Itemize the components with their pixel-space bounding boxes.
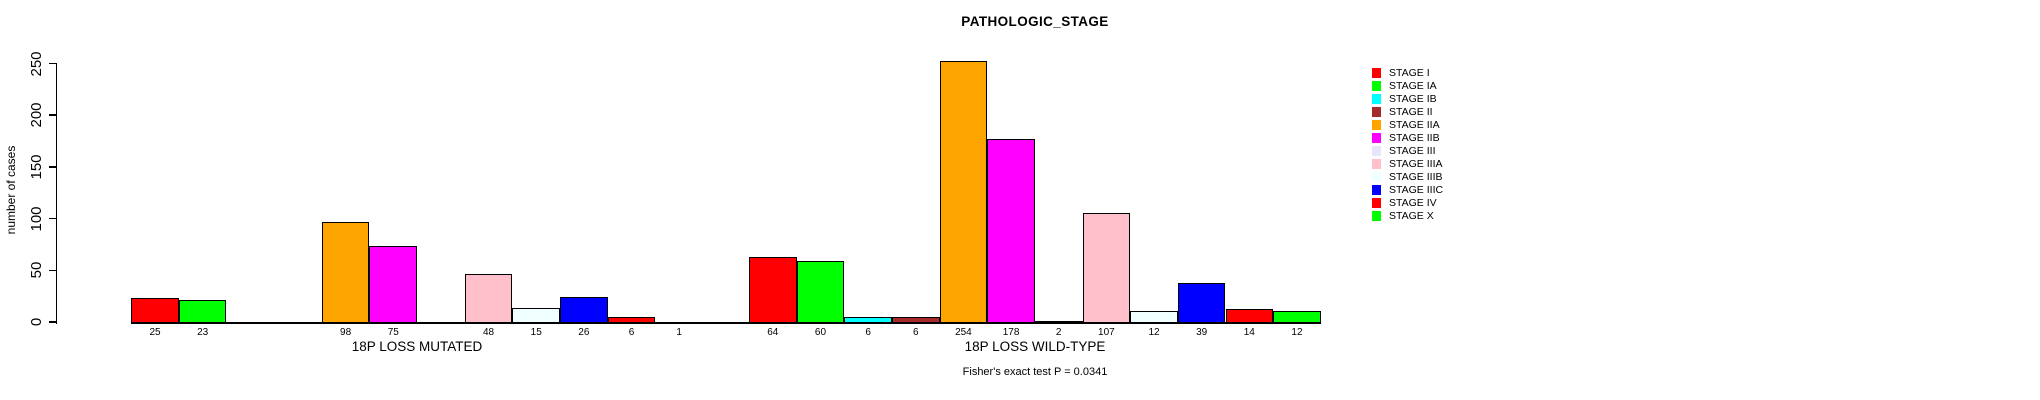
legend-swatch: [1371, 211, 1382, 221]
bar-value-label: 12: [1291, 327, 1303, 338]
bar-stage-iv: [607, 317, 656, 324]
bar-stage-iiia: [1082, 212, 1131, 324]
bar-value-label: 39: [1196, 327, 1208, 338]
bar-value-label: 25: [149, 327, 161, 338]
bar-value-label: 6: [865, 327, 871, 338]
legend-label: STAGE IB: [1389, 92, 1437, 105]
legend-swatch: [1371, 120, 1382, 130]
bar-stage-iia: [939, 60, 988, 324]
bar-value-label: 14: [1243, 327, 1255, 338]
bar-value-label: 64: [767, 327, 779, 338]
y-axis-label: number of cases: [4, 145, 18, 235]
y-axis-tick: [48, 166, 57, 168]
legend-swatch: [1371, 146, 1382, 156]
bar-value-label: 75: [387, 327, 399, 338]
y-axis-tick-label: 100: [28, 206, 45, 232]
bar-stage-x: [655, 321, 703, 324]
bar-value-label: 178: [1002, 327, 1020, 338]
bar-stage-iiia: [464, 273, 513, 324]
bar-value-label: 2: [1055, 327, 1062, 338]
legend-swatch: [1371, 172, 1382, 182]
legend-label: STAGE III: [1389, 144, 1436, 157]
bar-stage-i: [749, 257, 797, 324]
bar-value-label: 60: [814, 327, 827, 338]
bar-stage-iib: [987, 139, 1035, 324]
legend-swatch: [1371, 198, 1382, 208]
bar-value-label: 26: [578, 327, 590, 338]
y-axis-tick: [48, 62, 57, 65]
legend-label: STAGE IIIA: [1389, 157, 1443, 170]
bar-stage-i: [131, 297, 179, 324]
y-axis-tick-label: 150: [28, 154, 45, 180]
legend-label: STAGE I: [1389, 66, 1430, 79]
bar-stage-x: [1273, 311, 1321, 324]
bar-stage-iii: [1034, 321, 1083, 324]
bar-stage-ia: [178, 299, 227, 324]
bar-value-label: 15: [530, 327, 542, 338]
legend-swatch: [1371, 68, 1382, 78]
bar-stage-iiic: [1177, 283, 1226, 324]
bar-value-label: 48: [483, 327, 495, 338]
bar-stage-iv: [1225, 309, 1274, 324]
y-axis-tick-label: 50: [28, 261, 45, 279]
bar-stage-iib: [369, 245, 418, 324]
y-axis-tick: [48, 321, 57, 323]
bar-value-label: 23: [197, 327, 209, 338]
bar-stage-ib: [844, 317, 892, 324]
legend-label: STAGE II: [1389, 105, 1433, 118]
bar-value-label: 254: [955, 327, 972, 338]
bar-value-label: 6: [628, 327, 635, 338]
legend-label: STAGE IIIB: [1389, 170, 1443, 183]
bar-stage-ia: [796, 261, 845, 324]
bar-stage-iiib: [512, 307, 561, 324]
y-axis-line: [55, 62, 57, 324]
bar-value-label: 98: [340, 327, 352, 338]
legend-label: STAGE X: [1389, 209, 1434, 222]
x-group-label-mutated: 18P LOSS MUTATED: [351, 339, 483, 354]
legend-label: STAGE IIA: [1389, 118, 1440, 131]
y-axis-tick: [48, 217, 57, 220]
legend-swatch: [1371, 107, 1382, 117]
legend-swatch: [1371, 185, 1382, 195]
chart-title: PATHOLOGIC_STAGE: [961, 14, 1109, 29]
bar-stage-iiic: [560, 296, 608, 324]
legend-swatch: [1371, 133, 1382, 143]
bar-value-label: 12: [1148, 327, 1160, 338]
y-axis-tick-label: 0: [28, 317, 45, 327]
fisher-test-annotation: Fisher's exact test P = 0.0341: [962, 366, 1108, 378]
y-axis-tick-label: 200: [28, 102, 45, 128]
y-axis-tick-label: 250: [28, 50, 45, 77]
y-axis-tick: [48, 114, 57, 116]
x-group-label-wild-type: 18P LOSS WILD-TYPE: [964, 339, 1106, 354]
legend-swatch: [1371, 81, 1382, 91]
legend-swatch: [1371, 159, 1382, 169]
bar-value-label: 1: [676, 327, 682, 338]
bar-value-label: 6: [912, 327, 919, 338]
legend-label: STAGE IV: [1389, 196, 1437, 209]
legend-swatch: [1371, 94, 1382, 104]
legend-label: STAGE IIIC: [1389, 183, 1444, 196]
y-axis-tick: [48, 269, 57, 272]
legend-label: STAGE IIB: [1389, 131, 1440, 144]
bar-stage-iiib: [1130, 311, 1178, 324]
bar-stage-ii: [891, 317, 940, 324]
legend-label: STAGE IA: [1389, 79, 1437, 92]
bar-stage-iia: [321, 222, 370, 324]
bar-value-label: 107: [1098, 327, 1115, 338]
x-baseline: [131, 322, 1321, 324]
